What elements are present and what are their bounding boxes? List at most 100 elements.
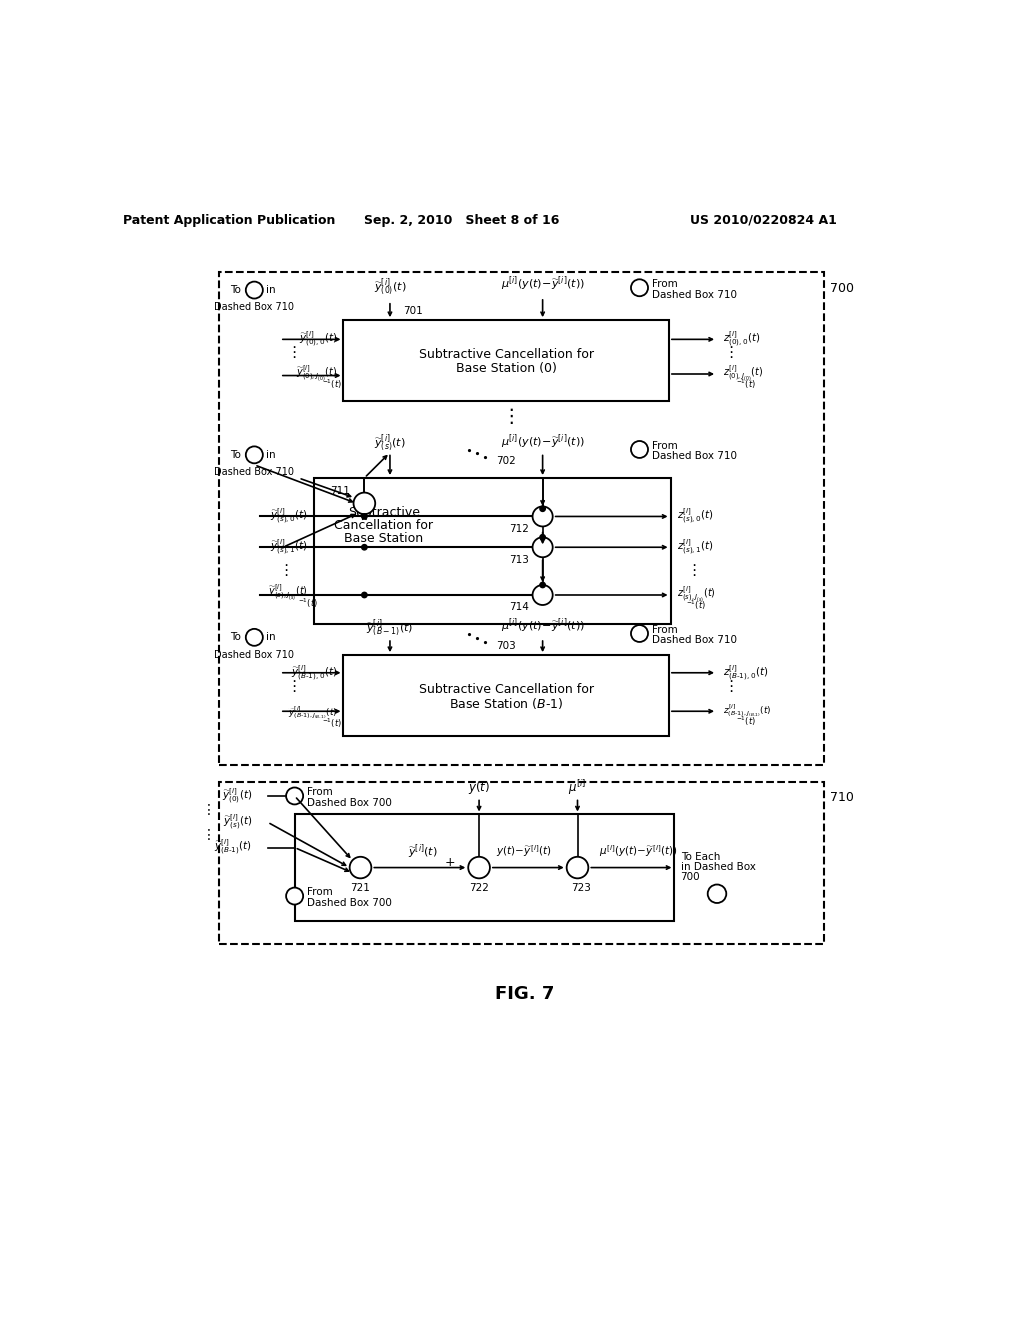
Text: $\bullet$: $\bullet$ xyxy=(466,630,472,639)
Text: $z_{(B\text{-}1),0}^{[i]}(t)$: $z_{(B\text{-}1),0}^{[i]}(t)$ xyxy=(723,663,768,682)
Text: 711: 711 xyxy=(331,486,350,496)
Text: Dashed Box 710: Dashed Box 710 xyxy=(652,451,737,462)
Text: $\widetilde{y}_{(B\text{-}1),J_{(B\text{-}1)}}^{[i]}(t)$: $\widetilde{y}_{(B\text{-}1),J_{(B\text{… xyxy=(288,705,337,721)
Text: in: in xyxy=(266,450,275,459)
Text: $z_{(s),1}^{[i]}(t)$: $z_{(s),1}^{[i]}(t)$ xyxy=(677,537,714,557)
Circle shape xyxy=(361,545,367,550)
Text: in: in xyxy=(266,285,275,296)
Text: $y(t)$: $y(t)$ xyxy=(468,779,490,796)
Text: in Dashed Box: in Dashed Box xyxy=(681,862,756,871)
Text: 714: 714 xyxy=(509,602,528,612)
Circle shape xyxy=(631,441,648,458)
Circle shape xyxy=(540,582,546,587)
Text: Dashed Box 710: Dashed Box 710 xyxy=(214,302,294,313)
Text: $\widetilde{y}_{(s),1}^{[i]}(t)$: $\widetilde{y}_{(s),1}^{[i]}(t)$ xyxy=(270,537,308,557)
Circle shape xyxy=(532,507,553,527)
Bar xyxy=(343,655,669,737)
Text: To: To xyxy=(230,285,241,296)
Text: $\vdots$: $\vdots$ xyxy=(286,345,296,360)
Text: Cancellation for: Cancellation for xyxy=(334,519,433,532)
Text: Base Station (0): Base Station (0) xyxy=(456,362,557,375)
Text: 700: 700 xyxy=(681,871,700,882)
Text: Patent Application Publication: Patent Application Publication xyxy=(123,214,335,227)
Circle shape xyxy=(708,884,726,903)
Text: $\widetilde{y}_{(s),J_{(s)}}^{[i]}(t)$: $\widetilde{y}_{(s),J_{(s)}}^{[i]}(t)$ xyxy=(268,583,308,603)
Text: $\vdots$: $\vdots$ xyxy=(201,826,210,842)
Text: From: From xyxy=(652,624,678,635)
Circle shape xyxy=(631,626,648,642)
Text: $\bullet$: $\bullet$ xyxy=(481,638,488,647)
Text: 722: 722 xyxy=(469,883,489,892)
Text: To Each: To Each xyxy=(681,851,720,862)
Text: $\vdots$: $\vdots$ xyxy=(278,562,288,578)
Text: $\widetilde{y}_{(B\text{-}1),0}^{[i]}(t)$: $\widetilde{y}_{(B\text{-}1),0}^{[i]}(t)… xyxy=(291,663,337,682)
Text: $\vdots$: $\vdots$ xyxy=(686,562,696,578)
Circle shape xyxy=(532,585,553,605)
Text: $\widetilde{y}_{(0),0}^{[i]}(t)$: $\widetilde{y}_{(0),0}^{[i]}(t)$ xyxy=(299,330,337,348)
Circle shape xyxy=(540,535,546,540)
Text: $\mu^{[i]}(y(t)\!-\!\widetilde{y}^{[i]}(t))$: $\mu^{[i]}(y(t)\!-\!\widetilde{y}^{[i]}(… xyxy=(501,616,585,635)
Text: $+$: $+$ xyxy=(444,857,456,870)
Bar xyxy=(314,478,671,624)
Text: $\widetilde{y}_{(s)}^{[i]}(t)$: $\widetilde{y}_{(s)}^{[i]}(t)$ xyxy=(374,433,406,454)
Text: To: To xyxy=(230,450,241,459)
Bar xyxy=(343,321,669,401)
Text: $\widetilde{y}^{[i]}(t)$: $\widetilde{y}^{[i]}(t)$ xyxy=(408,842,437,861)
Text: Subtractive Cancellation for: Subtractive Cancellation for xyxy=(419,348,594,360)
Text: $\vdots$: $\vdots$ xyxy=(723,345,733,360)
Text: $\mu^{[i]}(y(t)\!-\!\widetilde{y}^{[i]}(t))$: $\mu^{[i]}(y(t)\!-\!\widetilde{y}^{[i]}(… xyxy=(501,433,585,451)
Text: $z_{(0),0}^{[i]}(t)$: $z_{(0),0}^{[i]}(t)$ xyxy=(723,330,761,348)
Text: From: From xyxy=(652,441,678,450)
Text: 712: 712 xyxy=(509,524,528,533)
Text: Dashed Box 700: Dashed Box 700 xyxy=(307,797,392,808)
Text: $\widetilde{y}_{(0),J_{(0)}}^{[i]}(t)$: $\widetilde{y}_{(0),J_{(0)}}^{[i]}(t)$ xyxy=(296,364,337,384)
Text: $\widetilde{y}_{(0)}^{[i]}(t)$: $\widetilde{y}_{(0)}^{[i]}(t)$ xyxy=(374,277,407,298)
Text: $^{-1}(t)$: $^{-1}(t)$ xyxy=(322,378,342,391)
Circle shape xyxy=(349,857,372,878)
Text: $^{-1}(t)$: $^{-1}(t)$ xyxy=(299,597,318,610)
Text: $\vdots$: $\vdots$ xyxy=(201,801,210,817)
Text: 713: 713 xyxy=(509,554,528,565)
Text: $\mu^{[i]}(y(t)\!-\!\widetilde{y}^{[i]}(t))$: $\mu^{[i]}(y(t)\!-\!\widetilde{y}^{[i]}(… xyxy=(501,275,585,293)
Text: Base Station: Base Station xyxy=(344,532,423,545)
Circle shape xyxy=(361,593,367,598)
Circle shape xyxy=(353,492,375,515)
Text: From: From xyxy=(307,887,333,898)
Text: 721: 721 xyxy=(350,883,371,892)
Text: Dashed Box 710: Dashed Box 710 xyxy=(652,635,737,645)
Text: $^{-1}(t)$: $^{-1}(t)$ xyxy=(736,714,757,727)
Circle shape xyxy=(286,887,303,904)
Bar xyxy=(219,272,824,766)
Text: Subtractive Cancellation for: Subtractive Cancellation for xyxy=(419,682,594,696)
Circle shape xyxy=(361,513,367,519)
Text: Sep. 2, 2010   Sheet 8 of 16: Sep. 2, 2010 Sheet 8 of 16 xyxy=(364,214,559,227)
Text: $-$: $-$ xyxy=(472,861,485,875)
Text: $\bullet$: $\bullet$ xyxy=(473,634,480,643)
Text: US 2010/0220824 A1: US 2010/0220824 A1 xyxy=(690,214,837,227)
Text: $y(t)\!-\!\widetilde{y}^{[i]}(t)$: $y(t)\!-\!\widetilde{y}^{[i]}(t)$ xyxy=(496,843,551,859)
Text: $\widetilde{y}_{(0)}^{[i]}(t)$: $\widetilde{y}_{(0)}^{[i]}(t)$ xyxy=(221,787,252,805)
Text: 703: 703 xyxy=(496,640,516,651)
Text: Dashed Box 710: Dashed Box 710 xyxy=(214,467,294,477)
Text: $^{-1}(t)$: $^{-1}(t)$ xyxy=(686,598,707,611)
Text: $\mu^{[i]}(y(t)\!-\!\widetilde{y}^{[i]}(t))$: $\mu^{[i]}(y(t)\!-\!\widetilde{y}^{[i]}(… xyxy=(599,843,677,859)
Text: $\bullet$: $\bullet$ xyxy=(481,453,488,462)
Text: $z_{(B\text{-}1),J_{(B\text{-}1)}}^{[i]}(t)$: $z_{(B\text{-}1),J_{(B\text{-}1)}}^{[i]}… xyxy=(723,704,772,719)
Circle shape xyxy=(246,628,263,645)
Text: $\bullet$: $\bullet$ xyxy=(466,445,472,454)
Text: FIG. 7: FIG. 7 xyxy=(496,985,554,1003)
Text: $\widetilde{y}_{(s)}^{[i]}(t)$: $\widetilde{y}_{(s)}^{[i]}(t)$ xyxy=(222,812,252,832)
Text: Base Station $(B$-$1)$: Base Station $(B$-$1)$ xyxy=(449,696,563,710)
Text: Subtractive: Subtractive xyxy=(348,506,420,519)
Circle shape xyxy=(540,506,546,511)
Circle shape xyxy=(468,857,489,878)
Text: To: To xyxy=(230,632,241,643)
Text: $\mu^{[i]}$: $\mu^{[i]}$ xyxy=(568,777,587,797)
Circle shape xyxy=(246,281,263,298)
Text: 710: 710 xyxy=(830,792,854,804)
Text: Dashed Box 710: Dashed Box 710 xyxy=(652,289,737,300)
Text: 701: 701 xyxy=(403,306,423,315)
Text: $z_{(0),J_{(0)}}^{[i]}(t)$: $z_{(0),J_{(0)}}^{[i]}(t)$ xyxy=(723,364,763,384)
Text: 702: 702 xyxy=(496,455,516,466)
Circle shape xyxy=(286,788,303,804)
